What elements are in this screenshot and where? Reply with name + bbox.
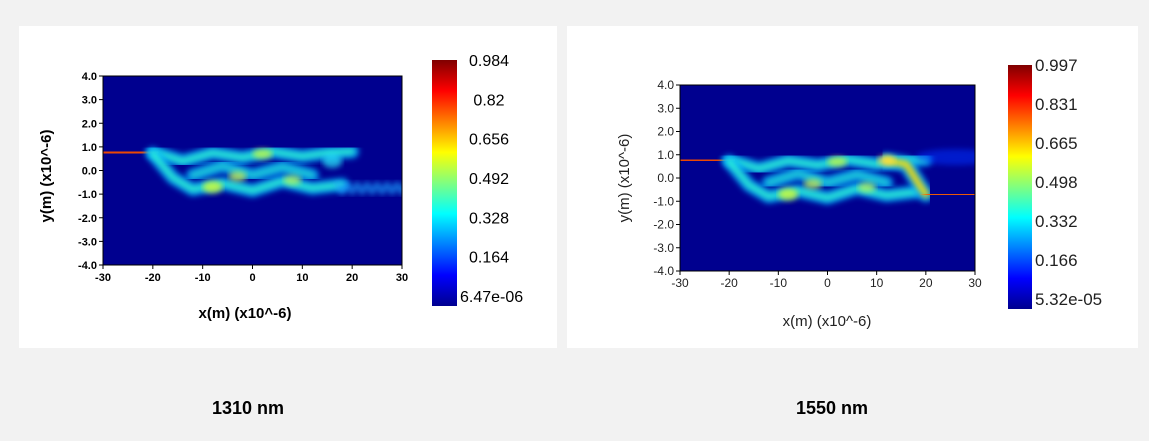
y-tick-label: 3.0: [657, 101, 674, 115]
x-tick-label: 30: [396, 272, 408, 284]
y-tick-label: 0.0: [82, 166, 97, 178]
colorbar-tick-label: 0.166: [1035, 251, 1078, 270]
field-hotspot: [827, 156, 848, 167]
y-tick-label: 0.0: [657, 171, 674, 185]
field-heatmap-1550nm: -30 -20 -10 0 10 20 30 4.0 3.0 2.0 1.0 0.0 -1.0 -2.0 -…: [616, 56, 1102, 330]
branch-mode: [765, 170, 890, 186]
y-tick-label: -2.0: [78, 213, 97, 225]
x-tick-label: -30: [671, 276, 689, 290]
colorbar-tick-label: 0.82: [473, 92, 504, 109]
y-tick-label: 3.0: [82, 95, 97, 107]
colorbar-tick-label: 0.831: [1035, 95, 1078, 114]
x-tick-label: 10: [870, 276, 884, 290]
y-tick-label: -2.0: [653, 218, 674, 232]
field-hotspot: [228, 171, 247, 182]
y-tick-label: 4.0: [657, 78, 674, 92]
y-tick-label: -4.0: [653, 264, 674, 278]
field-heatmap-1310nm: -30 -20 -10 0 10 20 30 4.0 3.0 2.0 1.0 0.0 -1.0 -2.0 -…: [38, 53, 523, 322]
x-axis-label: x(m) (x10^-6): [199, 305, 292, 322]
axes: -30 -20 -10 0 10 20 30 4.0 3.0 2.0 1.0 0.0 -1.0 -2.0 -…: [78, 71, 408, 284]
x-tick-label: -10: [770, 276, 788, 290]
residual-mode: [334, 181, 402, 196]
y-tick-label: 2.0: [82, 118, 97, 130]
field-intensity: [680, 149, 975, 205]
heatmap-panel-1310nm: -30 -20 -10 0 10 20 30 4.0 3.0 2.0 1.0 0.0 -1.0 -2.0 -…: [19, 26, 557, 348]
field-hotspot: [322, 154, 343, 169]
x-tick-label: 0: [249, 272, 255, 284]
y-tick-label: -3.0: [653, 241, 674, 255]
x-tick-label: -20: [720, 276, 738, 290]
input-mode-core: [103, 149, 156, 156]
heatmap-panel-1550nm: -30 -20 -10 0 10 20 30 4.0 3.0 2.0 1.0 0.0 -1.0 -2.0 -…: [567, 26, 1138, 348]
axes: -30 -20 -10 0 10 20 30 4.0 3.0 2.0 1.0 0.0 -1.0 -2.0 -…: [653, 78, 982, 290]
y-tick-label: 2.0: [657, 125, 674, 139]
y-tick-label: -1.0: [653, 194, 674, 208]
x-tick-label: 30: [968, 276, 982, 290]
x-axis-label: x(m) (x10^-6): [783, 313, 872, 330]
field-intensity: [103, 142, 402, 198]
y-tick-label: 1.0: [657, 148, 674, 162]
colorbar-tick-label: 0.328: [469, 210, 509, 227]
x-tick-label: -30: [95, 272, 111, 284]
colorbar-tick-label: 0.656: [469, 132, 509, 149]
y-tick-label: 4.0: [82, 71, 97, 83]
input-mode-core: [680, 156, 733, 164]
colorbar-tick-label: 0.997: [1035, 56, 1078, 75]
field-hotspot: [283, 174, 302, 185]
field-hotspot: [803, 178, 822, 189]
x-tick-label: 20: [346, 272, 358, 284]
y-axis-label: y(m) (x10^-6): [38, 130, 55, 223]
field-hotspot: [915, 149, 975, 166]
colorbar: [1008, 65, 1032, 309]
field-hotspot: [877, 155, 896, 166]
colorbar-tick-label: 0.665: [1035, 134, 1078, 153]
x-tick-label: 20: [919, 276, 933, 290]
x-tick-label: -10: [195, 272, 211, 284]
branch-mode: [149, 151, 346, 194]
colorbar-tick-label: 6.47e-06: [460, 289, 523, 306]
colorbar-tick-label: 0.332: [1035, 212, 1078, 231]
x-tick-label: 0: [824, 276, 831, 290]
colorbar-tick-label: 0.492: [469, 171, 509, 188]
y-tick-label: -1.0: [78, 189, 97, 201]
y-tick-label: 1.0: [82, 142, 97, 154]
field-hotspot: [778, 188, 799, 201]
colorbar-labels: 0.997 0.831 0.665 0.498 0.332 0.166 5.32e-05: [1035, 56, 1102, 309]
x-tick-label: -20: [145, 272, 161, 284]
colorbar: [432, 60, 457, 306]
y-tick-label: -3.0: [78, 236, 97, 248]
x-tick-label: 10: [296, 272, 308, 284]
colorbar-labels: 0.984 0.82 0.656 0.492 0.328 0.164 6.47e-06: [460, 53, 523, 306]
branch-mode: [189, 162, 316, 179]
colorbar-tick-label: 0.984: [469, 53, 509, 70]
y-axis-label: y(m) (x10^-6): [616, 134, 633, 223]
colorbar-tick-label: 5.32e-05: [1035, 290, 1102, 309]
field-hotspot: [252, 148, 273, 159]
colorbar-tick-label: 0.498: [1035, 173, 1078, 192]
caption-1550nm: 1550 nm: [795, 398, 869, 418]
y-tick-label: -4.0: [78, 260, 97, 272]
branch-mode: [726, 158, 919, 201]
colorbar-tick-label: 0.164: [469, 250, 509, 267]
caption-1310nm: 1310 nm: [211, 398, 285, 418]
field-hotspot: [202, 181, 223, 194]
field-hotspot: [857, 182, 876, 193]
